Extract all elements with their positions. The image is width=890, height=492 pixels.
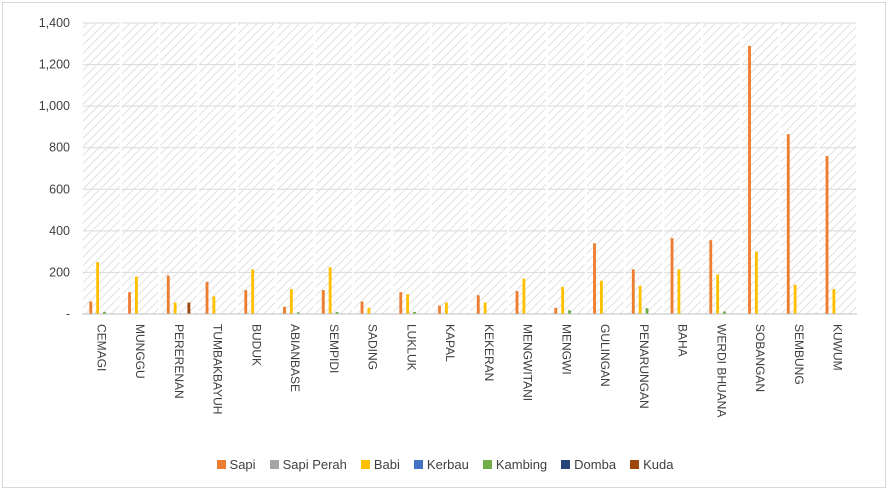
x-category-label: BUDUK — [249, 324, 263, 366]
bar-babi — [173, 302, 177, 314]
x-category-label: LUKLUK — [404, 324, 418, 371]
legend-item: Babi — [360, 457, 400, 472]
legend-swatch — [630, 460, 640, 469]
bar-sapi — [128, 292, 131, 314]
y-tick-label: 1,000 — [39, 99, 70, 113]
legend-swatch — [269, 460, 279, 469]
y-tick-label: 1,200 — [39, 58, 70, 72]
x-category-label: CEMAGI — [94, 324, 108, 371]
x-category-label: KUWUM — [831, 324, 845, 371]
bar-sapi — [786, 134, 790, 314]
legend-item: Kuda — [630, 457, 673, 472]
bar-babi — [754, 251, 758, 314]
bar-babi — [406, 294, 410, 314]
bar-babi — [561, 286, 565, 314]
chart-legend: Sapi Sapi Perah Babi Kerbau Kambing Domba Kuda — [0, 457, 890, 472]
x-category-label: MENGWITANI — [521, 324, 535, 401]
legend-swatch — [482, 460, 492, 469]
bar-sapi — [205, 281, 209, 314]
bar-babi — [251, 269, 255, 314]
bar-sapi — [321, 290, 325, 314]
legend-swatch — [561, 460, 571, 469]
bar-babi — [289, 289, 293, 314]
x-category-label: MENGWI — [559, 324, 573, 375]
bar-sapi — [748, 45, 751, 314]
x-category-label: TUMBAKBAYUH — [211, 324, 225, 414]
bar-sapi — [631, 269, 635, 314]
y-tick-label: 800 — [49, 141, 70, 155]
y-tick-label: 400 — [49, 224, 70, 238]
x-category-label: SOBANGAN — [753, 324, 767, 392]
y-tick-label: - — [66, 307, 70, 321]
legend-label: Kambing — [495, 457, 548, 472]
bar-sapi — [244, 290, 248, 314]
legend-swatch — [413, 460, 423, 469]
y-tick-label: 200 — [49, 265, 70, 279]
bar-babi — [134, 276, 138, 314]
x-category-label: SADING — [366, 324, 380, 370]
bar-sapi — [166, 275, 170, 314]
x-category-label: PERERENAN — [172, 324, 186, 399]
x-category-label: KEKERAN — [482, 324, 496, 381]
bar-sapi — [360, 301, 364, 314]
x-category-label: MUNGGU — [133, 324, 147, 379]
bar-babi — [96, 262, 100, 314]
legend-label: Kerbau — [426, 457, 469, 472]
bar-babi — [793, 284, 797, 314]
x-category-label: PENARUNGAN — [637, 324, 651, 409]
legend-item: Domba — [561, 457, 616, 472]
bar-sapi — [476, 295, 480, 314]
bar-kambing — [103, 311, 106, 314]
legend-item: Kerbau — [413, 457, 469, 472]
bar-kambing — [645, 308, 649, 314]
bar-babi — [599, 280, 603, 314]
bar-babi — [444, 302, 448, 314]
bar-kambing — [413, 311, 416, 314]
bar-sapi — [89, 301, 93, 314]
legend-label: Sapi — [229, 457, 256, 472]
bar-sapi — [709, 240, 713, 314]
x-category-label: BAHA — [676, 324, 690, 357]
bar-sapi — [438, 305, 441, 314]
bar-kambing — [723, 311, 726, 314]
legend-label: Sapi Perah — [282, 457, 347, 472]
bar-kambing — [568, 310, 571, 314]
bar-sapi — [515, 291, 519, 314]
legend-label: Babi — [373, 457, 400, 472]
bar-sapi — [825, 156, 829, 314]
legend-label: Domba — [574, 457, 617, 472]
legend-item: Sapi Perah — [269, 457, 347, 472]
bar-babi — [328, 267, 332, 314]
bar-sapi — [670, 238, 674, 314]
bar-babi — [483, 302, 487, 314]
y-tick-label: 1,400 — [39, 16, 70, 30]
legend-swatch — [360, 460, 370, 469]
legend-swatch — [216, 460, 226, 469]
y-tick-label: 600 — [49, 182, 70, 196]
legend-label: Kuda — [643, 457, 674, 472]
bar-babi — [677, 269, 681, 314]
bar-babi — [716, 274, 720, 314]
bar-babi — [522, 278, 526, 314]
x-category-label: GULINGAN — [598, 324, 612, 387]
x-category-label: ABIANBASE — [288, 324, 302, 392]
bar-kambing — [296, 312, 300, 314]
x-category-label: SEMPIDI — [327, 324, 341, 373]
bar-sapi — [554, 307, 558, 314]
legend-item: Sapi — [216, 457, 256, 472]
bar-babi — [832, 289, 836, 314]
bar-sapi — [283, 306, 286, 314]
x-category-label: KAPAL — [443, 324, 457, 362]
x-category-label: SEMBUNG — [792, 324, 806, 385]
bar-kuda — [187, 302, 191, 314]
bar-babi — [367, 307, 371, 314]
bar-kambing — [335, 311, 339, 314]
x-category-label: WERDI BHUANA — [714, 324, 728, 417]
bar-babi — [638, 285, 642, 314]
bar-babi — [212, 296, 216, 314]
bar-sapi — [593, 243, 596, 314]
legend-item: Kambing — [482, 457, 548, 472]
bar-sapi — [399, 292, 403, 314]
